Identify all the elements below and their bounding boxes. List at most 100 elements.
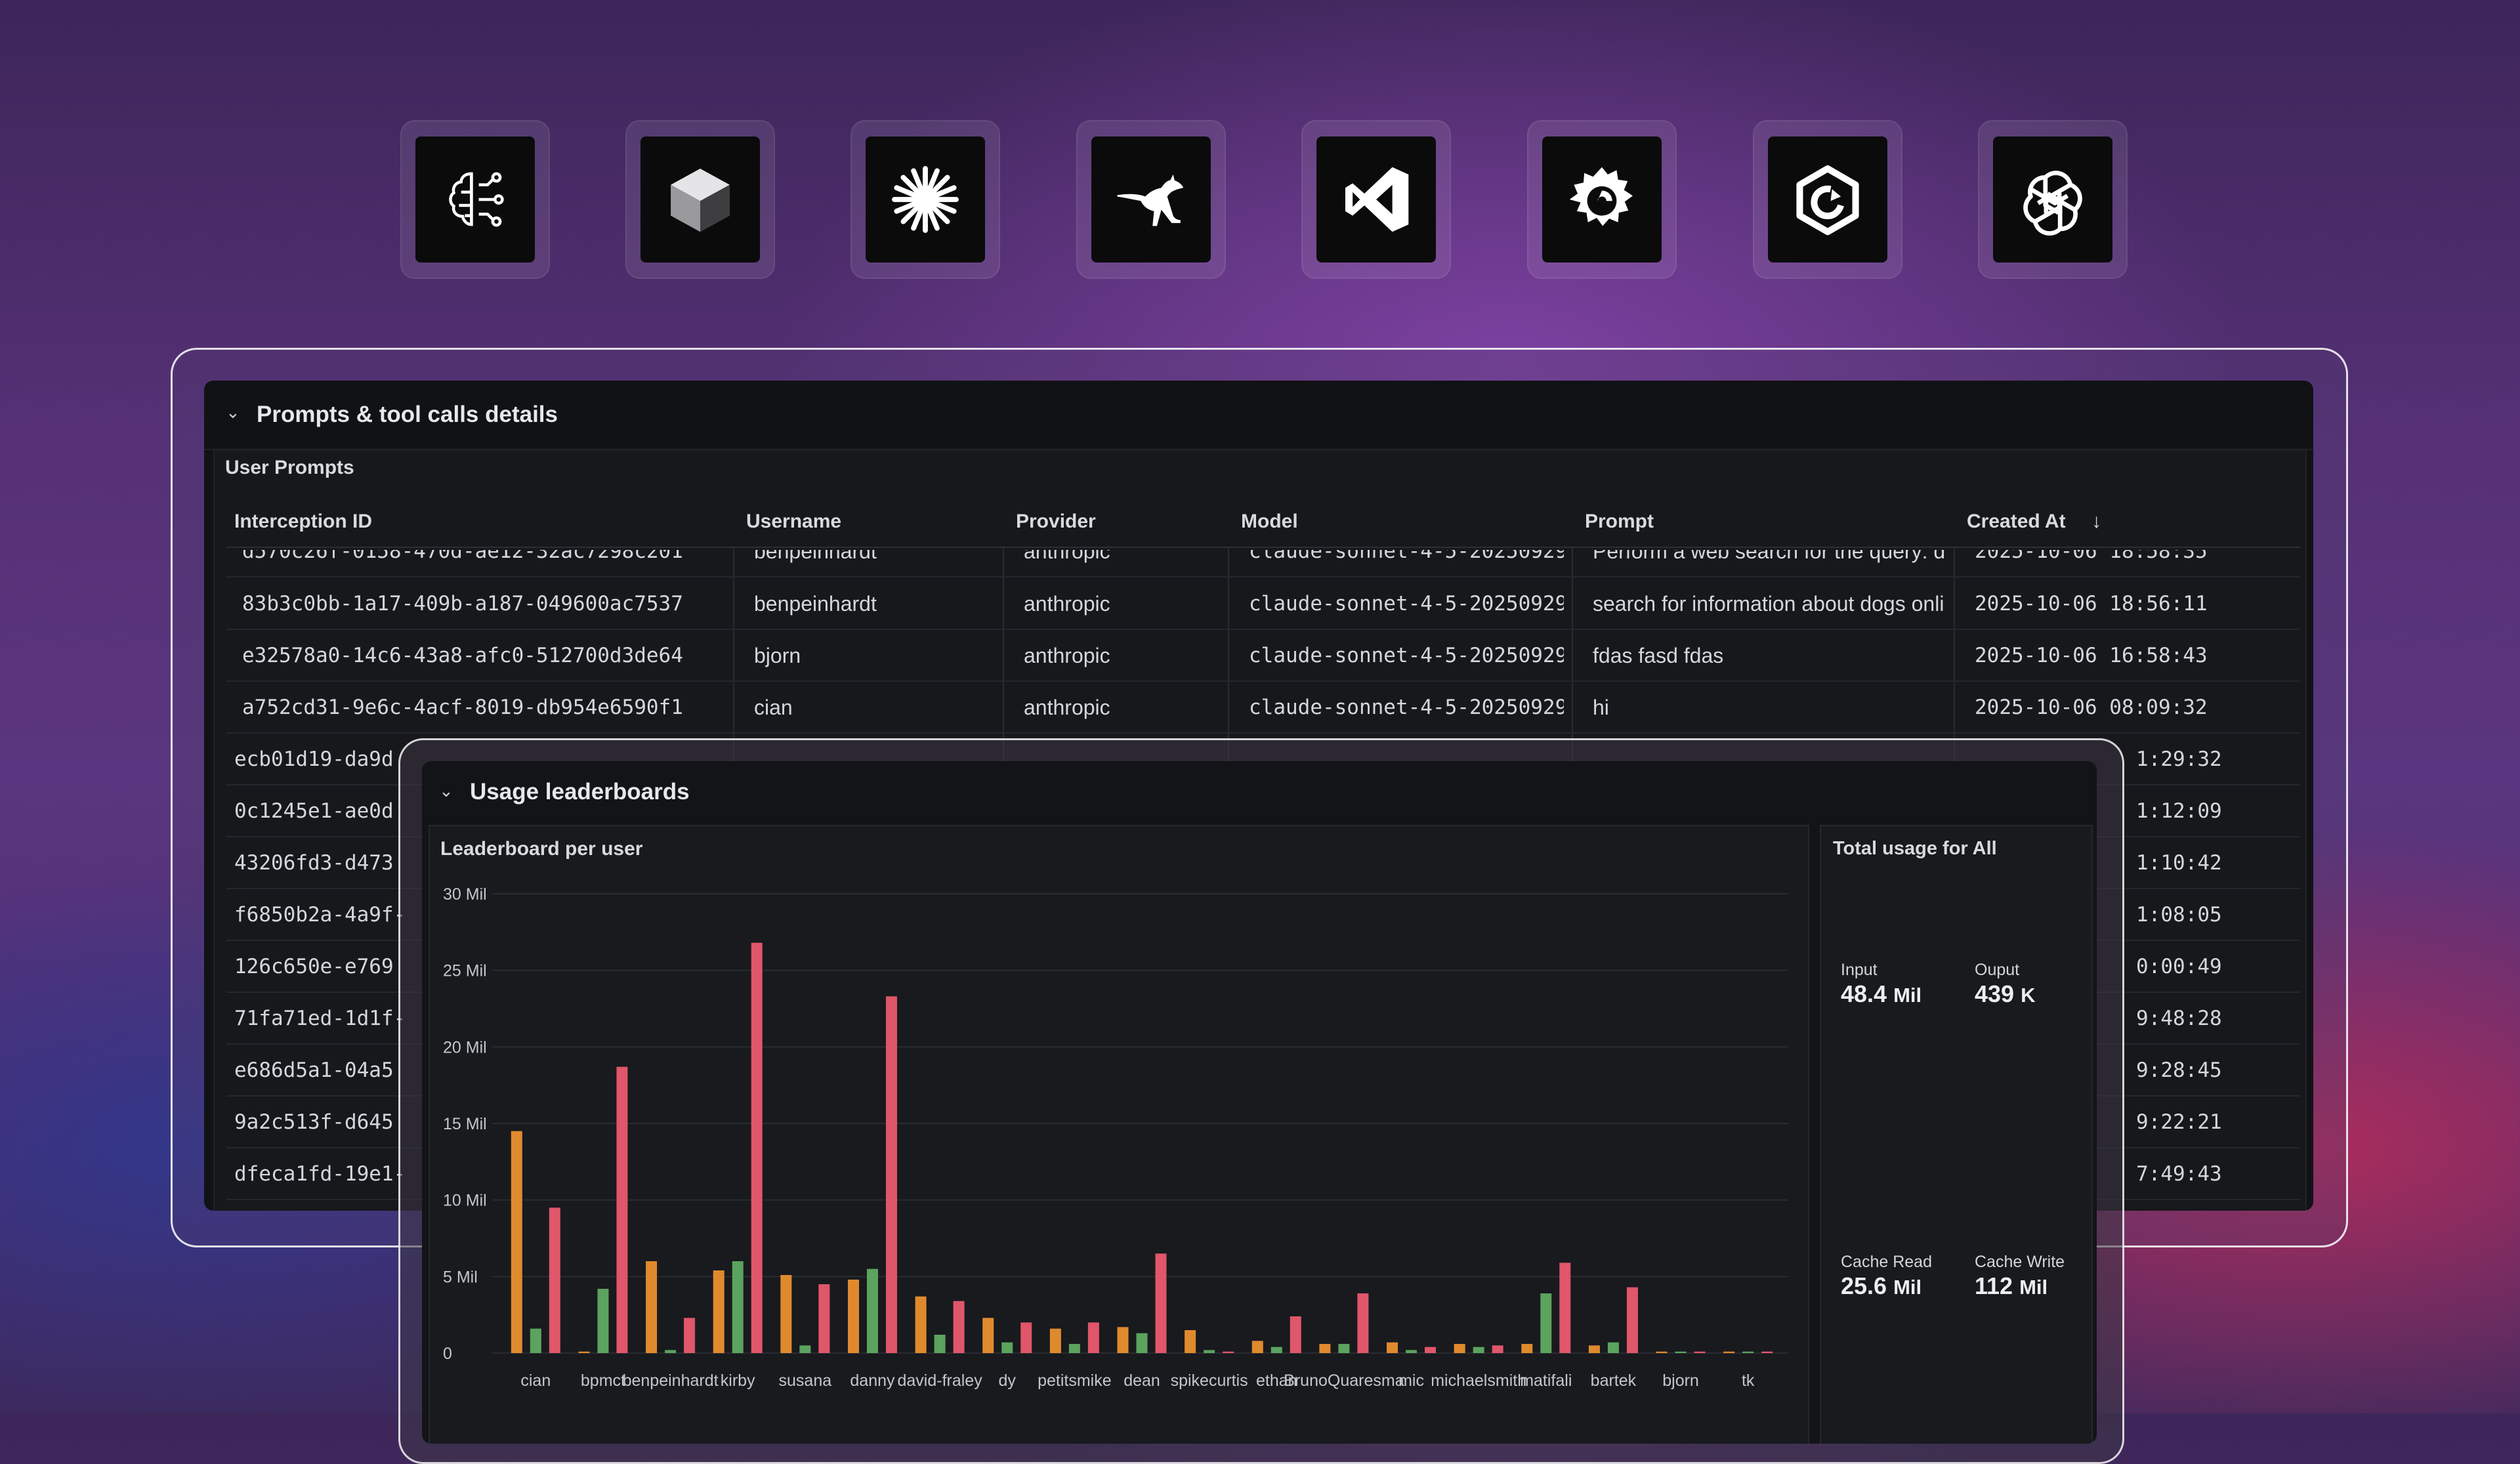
integration-tile[interactable] — [1527, 120, 1677, 279]
table-row[interactable]: a752cd31-9e6c-4acf-8019-db954e6590f1 cian… — [226, 681, 2300, 734]
gear-swirl-icon — [1542, 136, 1662, 262]
x-tick-label: david-fraley — [897, 1371, 982, 1390]
bar — [1117, 1327, 1129, 1353]
bar — [1742, 1351, 1754, 1353]
table-row[interactable]: 83b3c0bb-1a17-409b-a187-049600ac7537 benp… — [226, 577, 2300, 630]
bar — [1290, 1316, 1301, 1353]
column-header[interactable]: Prompt — [1585, 511, 1654, 532]
table-cell: 1:10:42 — [2136, 851, 2222, 875]
y-tick-label: 20 Mil — [443, 1038, 487, 1056]
bar — [751, 942, 763, 1353]
y-tick-label: 30 Mil — [443, 885, 487, 904]
bar — [1540, 1293, 1552, 1353]
stat-unit: Mil — [2019, 1276, 2048, 1299]
table-cell: d570c26f-0158-470d-ae12-32ac7298c201 — [242, 550, 683, 563]
sort-desc-icon[interactable]: ↓ — [2091, 511, 2101, 532]
stat-unit: Mil — [1893, 1276, 1922, 1299]
table-row[interactable]: e32578a0-14c6-43a8-afc0-512700d3de64 bjor… — [226, 629, 2300, 682]
table-cell: 2025-10-06 16:58:43 — [1975, 644, 2208, 667]
chevron-down-icon[interactable]: ⌄ — [226, 402, 240, 422]
table-cell: fdas fasd fdas — [1593, 644, 1724, 667]
x-tick-label: susana — [779, 1371, 832, 1390]
table-cell: anthropic — [1024, 644, 1110, 667]
bar — [511, 1131, 522, 1353]
y-tick-label: 10 Mil — [443, 1192, 487, 1210]
bar — [549, 1207, 560, 1353]
table-cell: hi — [1593, 696, 1609, 719]
table-cell: claude-sonnet-4-5-20250929 — [1249, 592, 1564, 616]
bar — [934, 1335, 946, 1353]
section-title: Usage leaderboards — [470, 779, 690, 805]
bar — [1251, 1341, 1263, 1353]
x-tick-label: dy — [999, 1371, 1017, 1390]
table-cell: 0c1245e1-ae0d — [234, 799, 394, 823]
table-cell: 9:28:45 — [2136, 1058, 2222, 1082]
bar — [1626, 1287, 1638, 1353]
leaderboard-chart: Leaderboard per user 0 5 Mil 10 Mil 15 Mil 2… — [429, 825, 1809, 1444]
table-cell: a752cd31-9e6c-4acf-8019-db954e6590f1 — [242, 696, 683, 719]
stats-title: Total usage for All — [1833, 838, 1997, 859]
table-cell: 9:22:21 — [2136, 1110, 2222, 1134]
table-cell: 2025-10-06 18:58:35 — [1975, 550, 2208, 563]
integration-tile[interactable] — [1076, 120, 1226, 279]
bar — [1338, 1344, 1350, 1353]
y-tick-label: 15 Mil — [443, 1115, 487, 1133]
table-cell: 83b3c0bb-1a17-409b-a187-049600ac7537 — [242, 592, 683, 616]
prompts-panel-header[interactable]: ⌄ Prompts & tool calls details — [204, 381, 2313, 450]
bar — [665, 1350, 677, 1353]
bar — [1136, 1333, 1148, 1353]
column-header[interactable]: Created At — [1967, 511, 2066, 532]
knot-logo-icon — [1993, 136, 2112, 262]
integration-tile[interactable] — [1978, 120, 2128, 279]
column-header[interactable]: Interception ID — [234, 511, 373, 532]
x-tick-label: bjorn — [1662, 1371, 1699, 1390]
cube-icon — [640, 136, 760, 262]
bar — [1607, 1342, 1619, 1353]
x-tick-label: cian — [520, 1371, 551, 1390]
column-header[interactable]: Provider — [1016, 511, 1096, 532]
table-cell: claude-sonnet-4-5-20250929 — [1249, 550, 1564, 563]
bar — [982, 1318, 994, 1353]
table-cell: 7:49:43 — [2136, 1162, 2222, 1186]
table-row[interactable]: d570c26f-0158-470d-ae12-32ac7298c201 benp… — [226, 550, 2300, 577]
x-tick-label: danny — [850, 1371, 895, 1390]
column-header[interactable]: Model — [1241, 511, 1298, 532]
x-tick-label: matifali — [1520, 1371, 1572, 1390]
integration-tile[interactable] — [1753, 120, 1902, 279]
stat-number: 439 — [1975, 980, 2015, 1007]
bar — [1559, 1263, 1571, 1353]
stat-value: 25.6 Mil — [1841, 1272, 1922, 1300]
stat-label: Cache Write — [1975, 1253, 2065, 1271]
stat-label: Ouput — [1975, 961, 2020, 979]
bar — [1270, 1347, 1282, 1353]
table-title: User Prompts — [225, 457, 354, 478]
table-cell: anthropic — [1024, 550, 1110, 563]
bar — [799, 1345, 811, 1353]
y-tick-label: 5 Mil — [443, 1268, 478, 1286]
stat-value: 112 Mil — [1975, 1272, 2048, 1300]
bar — [732, 1261, 744, 1353]
bar — [1068, 1344, 1080, 1353]
table-cell: 9a2c513f-d645 — [234, 1110, 394, 1134]
bar — [847, 1280, 859, 1353]
integration-tile[interactable] — [1301, 120, 1451, 279]
integration-tile[interactable] — [625, 120, 775, 279]
section-title: Prompts & tool calls details — [257, 402, 558, 427]
table-cell: 2025-10-06 18:56:11 — [1975, 592, 2208, 616]
column-header[interactable]: Username — [746, 511, 842, 532]
bar — [866, 1268, 878, 1353]
integration-tile[interactable] — [850, 120, 1000, 279]
integration-tile[interactable] — [400, 120, 550, 279]
table-cell: claude-sonnet-4-5-20250929 — [1249, 644, 1564, 667]
table-cell: 1:29:32 — [2136, 747, 2222, 771]
bar — [530, 1328, 541, 1353]
bar — [1473, 1347, 1484, 1353]
y-tick-label: 25 Mil — [443, 962, 487, 980]
x-tick-label: kirby — [721, 1371, 755, 1390]
x-tick-label: tk — [1742, 1371, 1755, 1390]
table-cell: dfeca1fd-19e1- — [234, 1162, 406, 1186]
chevron-down-icon[interactable]: ⌄ — [439, 781, 453, 801]
stat-label: Input — [1841, 961, 1878, 979]
table-cell: bjorn — [754, 644, 801, 667]
stat-unit: Mil — [1893, 984, 1922, 1007]
